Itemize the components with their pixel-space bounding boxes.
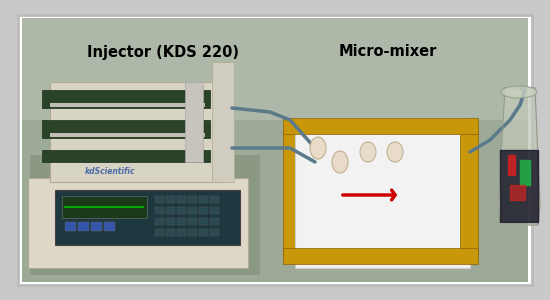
Text: Micro-mixer: Micro-mixer bbox=[339, 44, 437, 59]
FancyBboxPatch shape bbox=[188, 218, 197, 225]
FancyBboxPatch shape bbox=[22, 120, 528, 282]
FancyBboxPatch shape bbox=[210, 207, 219, 214]
FancyBboxPatch shape bbox=[212, 62, 234, 182]
Ellipse shape bbox=[360, 142, 376, 162]
FancyBboxPatch shape bbox=[199, 196, 208, 203]
FancyBboxPatch shape bbox=[50, 103, 205, 107]
FancyBboxPatch shape bbox=[62, 196, 147, 218]
FancyBboxPatch shape bbox=[91, 221, 102, 230]
FancyBboxPatch shape bbox=[64, 221, 75, 230]
FancyBboxPatch shape bbox=[78, 221, 89, 230]
FancyBboxPatch shape bbox=[166, 218, 175, 225]
FancyBboxPatch shape bbox=[177, 229, 186, 236]
FancyBboxPatch shape bbox=[177, 207, 186, 214]
FancyBboxPatch shape bbox=[42, 90, 210, 108]
FancyBboxPatch shape bbox=[199, 218, 208, 225]
Text: kdScientific: kdScientific bbox=[85, 167, 135, 176]
Polygon shape bbox=[520, 160, 530, 185]
FancyBboxPatch shape bbox=[283, 130, 301, 255]
FancyBboxPatch shape bbox=[188, 207, 197, 214]
Text: Injector (KDS 220): Injector (KDS 220) bbox=[87, 46, 239, 61]
Polygon shape bbox=[510, 185, 525, 200]
Ellipse shape bbox=[332, 151, 348, 173]
FancyBboxPatch shape bbox=[103, 221, 114, 230]
FancyBboxPatch shape bbox=[30, 155, 260, 275]
FancyBboxPatch shape bbox=[50, 82, 225, 182]
FancyBboxPatch shape bbox=[166, 229, 175, 236]
FancyBboxPatch shape bbox=[188, 229, 197, 236]
FancyBboxPatch shape bbox=[155, 196, 164, 203]
FancyBboxPatch shape bbox=[210, 218, 219, 225]
FancyBboxPatch shape bbox=[283, 118, 478, 134]
Polygon shape bbox=[508, 155, 515, 175]
Ellipse shape bbox=[387, 142, 403, 162]
Ellipse shape bbox=[501, 86, 537, 98]
FancyBboxPatch shape bbox=[283, 248, 478, 264]
FancyBboxPatch shape bbox=[199, 229, 208, 236]
FancyBboxPatch shape bbox=[460, 130, 478, 255]
FancyBboxPatch shape bbox=[177, 218, 186, 225]
FancyBboxPatch shape bbox=[210, 229, 219, 236]
FancyBboxPatch shape bbox=[166, 196, 175, 203]
FancyBboxPatch shape bbox=[177, 196, 186, 203]
FancyBboxPatch shape bbox=[188, 196, 197, 203]
FancyBboxPatch shape bbox=[155, 207, 164, 214]
FancyBboxPatch shape bbox=[185, 82, 203, 162]
Polygon shape bbox=[498, 88, 540, 225]
FancyBboxPatch shape bbox=[210, 196, 219, 203]
Ellipse shape bbox=[310, 137, 326, 159]
FancyBboxPatch shape bbox=[42, 150, 210, 162]
FancyBboxPatch shape bbox=[199, 207, 208, 214]
FancyBboxPatch shape bbox=[55, 190, 240, 245]
FancyBboxPatch shape bbox=[295, 118, 470, 268]
Polygon shape bbox=[500, 150, 538, 222]
FancyBboxPatch shape bbox=[42, 120, 210, 138]
FancyBboxPatch shape bbox=[155, 229, 164, 236]
FancyBboxPatch shape bbox=[155, 218, 164, 225]
FancyBboxPatch shape bbox=[18, 15, 532, 285]
FancyBboxPatch shape bbox=[28, 178, 248, 268]
FancyBboxPatch shape bbox=[22, 18, 528, 282]
FancyBboxPatch shape bbox=[166, 207, 175, 214]
FancyBboxPatch shape bbox=[50, 133, 205, 137]
